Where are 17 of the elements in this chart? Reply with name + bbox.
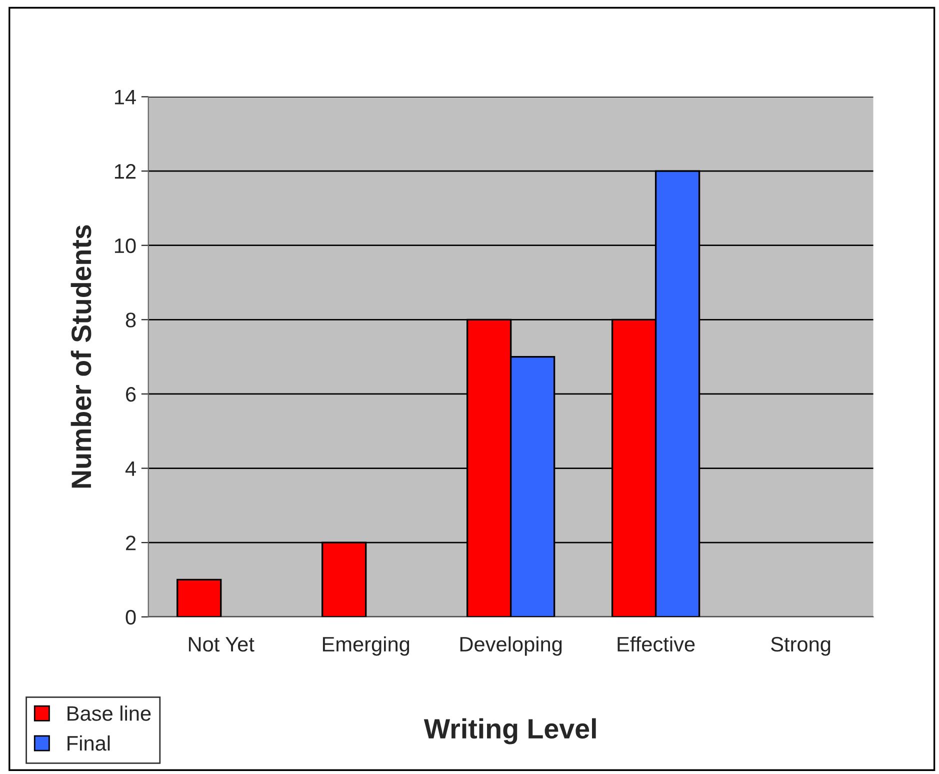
x-axis-title: Writing Level — [424, 718, 596, 744]
x-tick-label: Developing — [460, 636, 562, 656]
y-tick-label: 2 — [126, 536, 136, 550]
x-tick-label: Emerging — [322, 636, 410, 656]
y-tick-label: 14 — [114, 90, 136, 104]
y-tick-label: 0 — [126, 610, 136, 625]
legend-label: Final — [68, 735, 110, 751]
y-axis-title: Number of Students — [70, 225, 92, 488]
y-tick-label: 4 — [125, 461, 136, 476]
x-tick-label: Effective — [618, 636, 695, 652]
y-tick-label: 12 — [114, 164, 136, 179]
y-tick-label: 10 — [114, 238, 136, 254]
legend-label: Base line — [68, 706, 151, 721]
x-tick-label: Strong — [771, 636, 830, 656]
y-tick-label: 6 — [126, 386, 136, 402]
x-tick-label: Not Yet — [188, 637, 254, 652]
y-tick-label: 8 — [126, 312, 136, 328]
